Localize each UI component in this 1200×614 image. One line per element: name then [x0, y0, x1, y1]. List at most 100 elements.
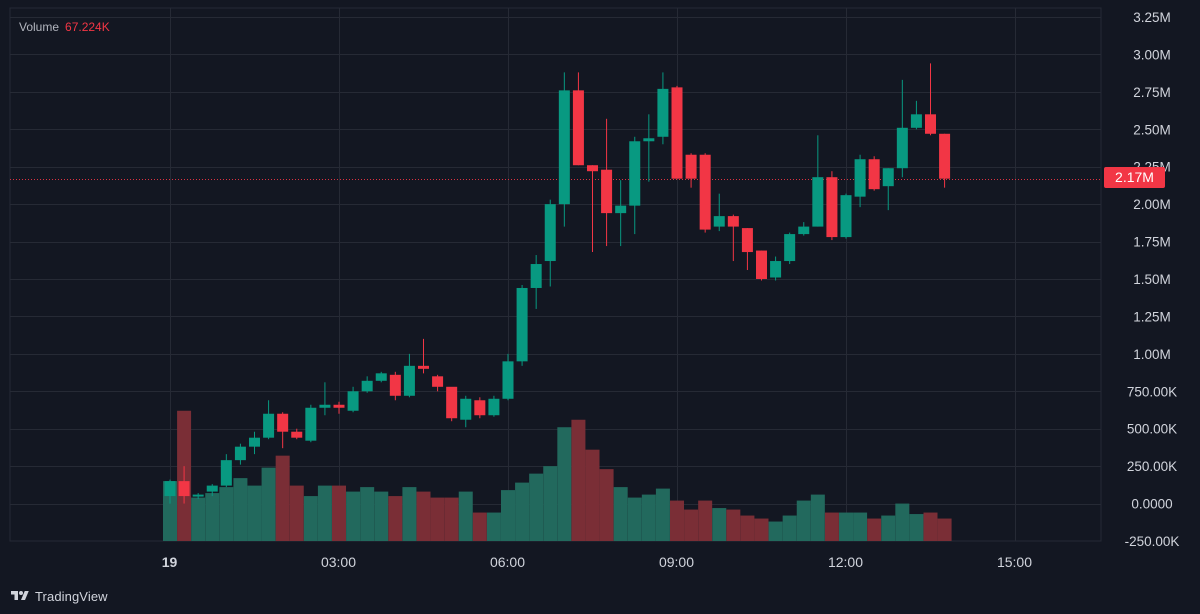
candle-body — [572, 90, 584, 166]
x-tick-label: 12:00 — [828, 554, 863, 570]
volume-bar — [909, 514, 924, 541]
candle-body — [333, 404, 345, 408]
volume-bar — [641, 494, 656, 541]
volume-bar — [289, 485, 304, 541]
candle-body — [530, 264, 542, 288]
y-tick-label: 250.00K — [1127, 459, 1177, 474]
candle-body — [206, 485, 218, 492]
candle-body — [925, 114, 936, 134]
y-tick-label: 3.25M — [1133, 10, 1171, 25]
volume-bar — [698, 500, 713, 541]
last-price-badge: 2.17M — [1104, 167, 1165, 188]
candle-body — [657, 88, 669, 137]
volume-bar — [839, 512, 853, 541]
volume-bar — [303, 496, 318, 541]
volume-bar — [670, 500, 684, 541]
candle-body — [263, 413, 275, 438]
candle-body — [601, 169, 613, 214]
volume-bar — [472, 512, 487, 541]
volume-bar — [796, 500, 811, 541]
candle-body — [432, 376, 444, 387]
volume-bar — [430, 497, 445, 541]
candle-body — [164, 481, 176, 497]
candle-body — [770, 261, 782, 278]
y-tick-label: 2.50M — [1133, 122, 1171, 137]
volume-bar — [853, 512, 868, 541]
volume-bar — [261, 467, 276, 541]
candle-body — [403, 365, 415, 396]
candle-body — [615, 205, 627, 214]
volume-bar — [810, 494, 825, 541]
x-tick-label: 03:00 — [321, 554, 356, 570]
y-tick-label: 750.00K — [1127, 384, 1177, 399]
candle-body — [460, 398, 472, 420]
candle-body — [474, 400, 486, 416]
candle-body — [910, 114, 922, 128]
y-tick-label: 2.00M — [1133, 197, 1171, 212]
candle-body — [446, 386, 458, 419]
volume-bar — [740, 515, 755, 541]
candle-body — [812, 177, 824, 227]
x-tick-label: 19 — [162, 554, 178, 570]
x-tick-label: 09:00 — [659, 554, 694, 570]
volume-bar — [374, 491, 389, 541]
candle-body — [826, 177, 838, 238]
candle-body — [192, 494, 204, 497]
volume-bar — [726, 509, 741, 541]
candle-body — [234, 446, 246, 461]
volume-bar — [867, 518, 882, 541]
candle-body — [840, 195, 852, 238]
candle-body — [516, 287, 528, 362]
candle-body — [699, 154, 711, 230]
candle-body — [277, 413, 289, 432]
candle-body — [544, 204, 556, 262]
candle-body — [587, 165, 598, 172]
candle-body — [882, 168, 894, 187]
candle-body — [896, 127, 908, 169]
y-tick-label: 2.75M — [1133, 85, 1171, 100]
volume-bar — [515, 482, 530, 541]
volume-bar — [768, 521, 783, 541]
legend-value: 67.224K — [65, 20, 110, 34]
volume-bar — [247, 485, 262, 541]
x-tick-label: 06:00 — [490, 554, 525, 570]
candle-body — [249, 437, 260, 447]
candle-body — [558, 90, 570, 205]
tradingview-branding[interactable]: TradingView — [10, 586, 108, 606]
candle-body — [854, 159, 866, 197]
x-tick-label: 15:00 — [997, 554, 1032, 570]
volume-bar — [824, 512, 839, 541]
candle-body — [220, 460, 232, 486]
y-tick-label: 500.00K — [1127, 422, 1177, 437]
candle-body — [756, 250, 767, 279]
brand-name: TradingView — [35, 588, 108, 604]
volume-bar — [275, 455, 290, 541]
volume-bar — [219, 487, 234, 541]
volume-bar — [627, 497, 642, 541]
volume-bar — [557, 427, 572, 541]
volume-bar — [529, 473, 544, 541]
y-tick-label: 3.00M — [1133, 47, 1171, 62]
candle-body — [418, 365, 429, 369]
candle-body — [727, 216, 739, 227]
volume-bar — [782, 515, 797, 541]
candle-body — [643, 138, 655, 142]
y-tick-label: 1.75M — [1133, 235, 1171, 250]
candle-body — [741, 228, 753, 253]
candle-body — [291, 431, 303, 438]
candle-body — [784, 234, 796, 262]
volume-bar — [346, 491, 361, 541]
candle-body — [713, 216, 725, 227]
candle-body — [868, 159, 880, 190]
candle-body — [375, 373, 387, 381]
volume-bar — [501, 490, 515, 541]
volume-bar — [444, 497, 459, 541]
volume-bar — [923, 512, 938, 541]
volume-legend: Volume 67.224K — [19, 20, 110, 34]
candle-body — [305, 407, 317, 441]
legend-label: Volume — [19, 20, 60, 34]
volume-bar — [486, 512, 501, 541]
candle-body — [939, 133, 951, 179]
